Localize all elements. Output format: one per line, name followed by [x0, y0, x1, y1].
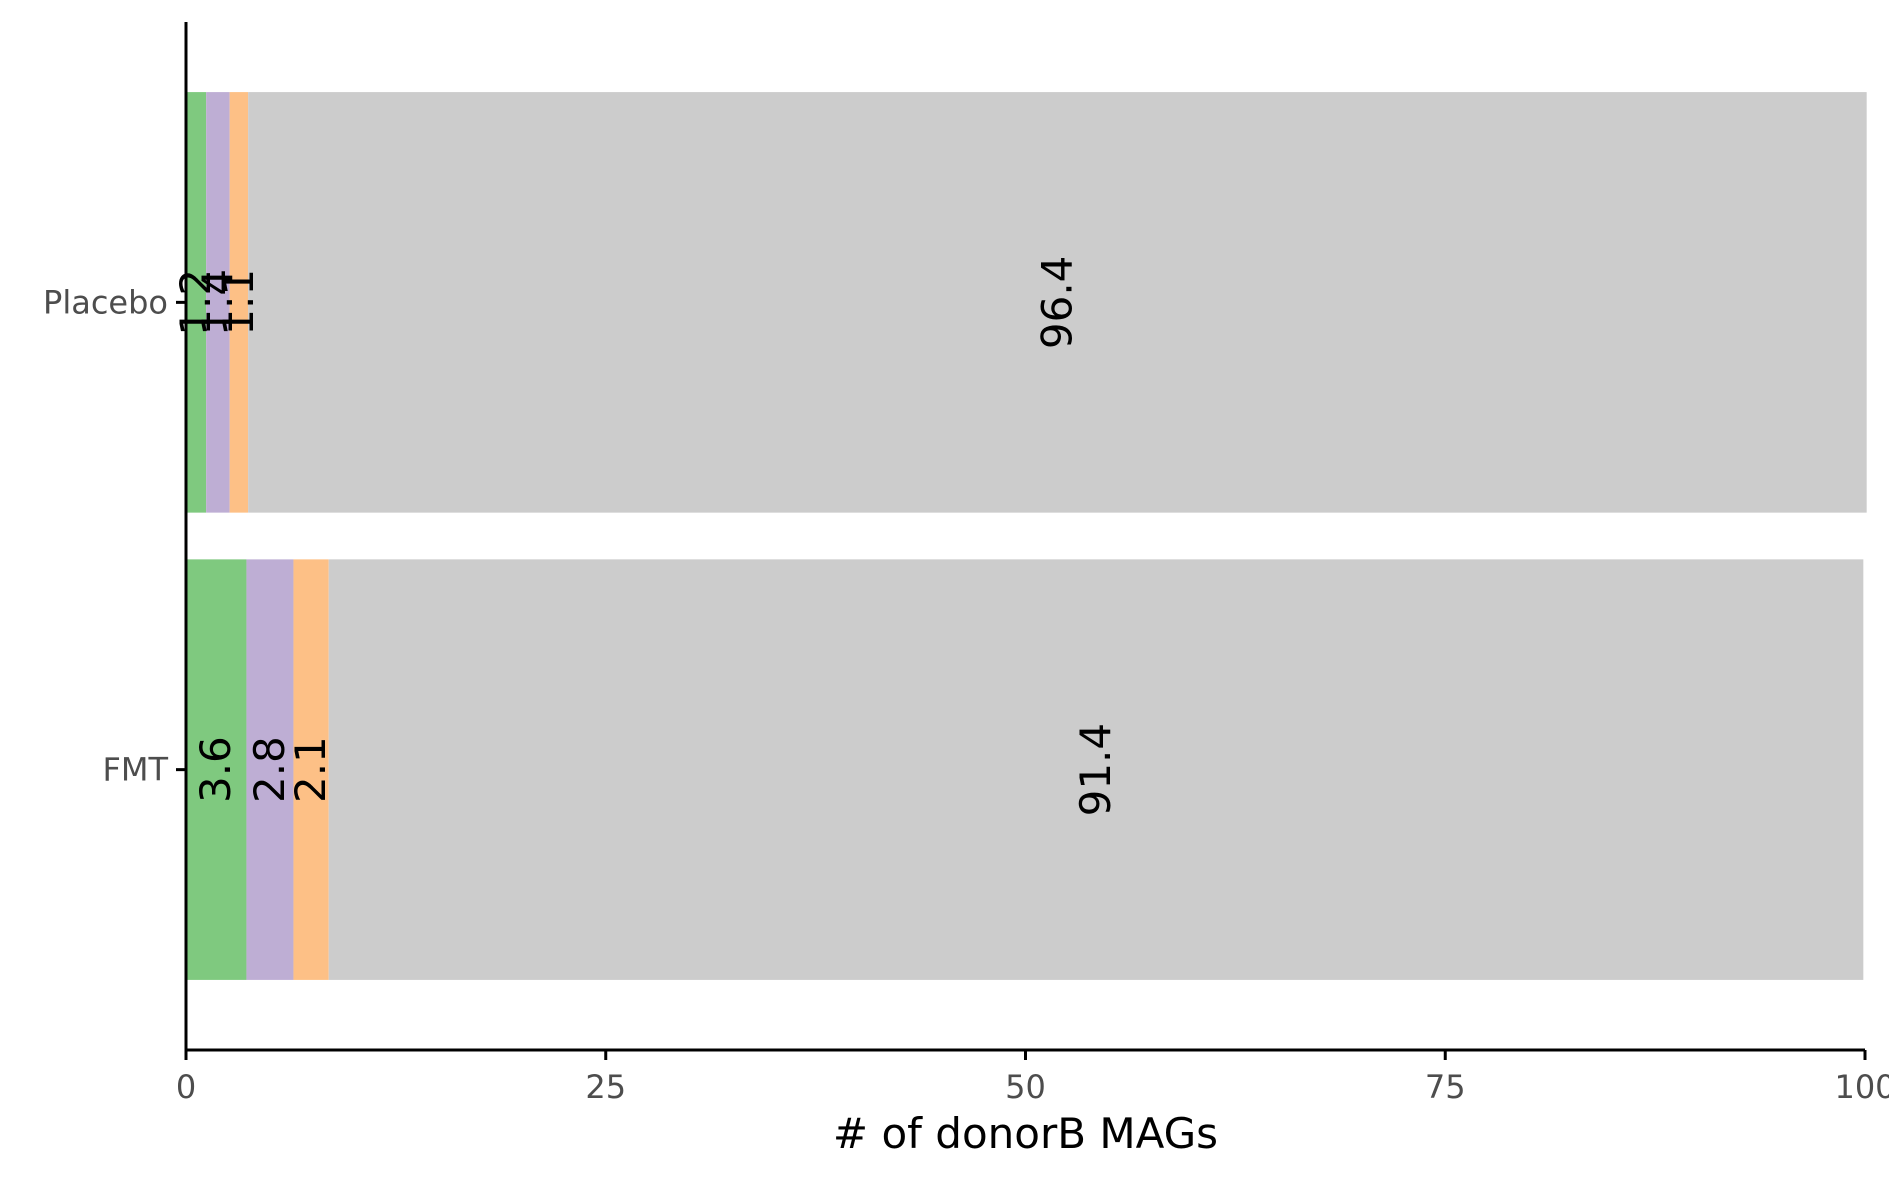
bar-segment-fmt-2	[246, 559, 294, 980]
bar-segment-placebo-4	[248, 92, 1867, 513]
bar-label-fmt-4: 91.4	[1071, 723, 1120, 817]
bar-label-fmt-3: 2.1	[286, 736, 335, 803]
bar-segment-fmt-3	[293, 559, 329, 980]
x-tick-label: 100	[1834, 1068, 1889, 1106]
bar-segment-fmt-1	[186, 559, 247, 980]
x-axis-ticks: 0 25 50 75 100	[176, 1050, 1889, 1106]
bar-label-fmt-1: 3.6	[191, 736, 240, 803]
x-axis-title: # of donorB MAGs	[833, 1109, 1218, 1158]
x-tick-label: 75	[1425, 1068, 1466, 1106]
bar-segment-placebo-1	[186, 92, 207, 513]
y-tick-label: FMT	[102, 751, 168, 789]
y-axis-ticks: Placebo FMT	[43, 283, 186, 789]
bar-label-fmt-2: 2.8	[245, 736, 294, 803]
bar-label-placebo-3: 1.1	[214, 269, 263, 336]
bar-segment-fmt-4	[328, 559, 1864, 980]
x-tick-label: 50	[1005, 1068, 1046, 1106]
bar-segment-placebo-2	[206, 92, 230, 513]
x-tick-label: 0	[176, 1068, 196, 1106]
x-tick-label: 25	[585, 1068, 626, 1106]
bar-segment-placebo-3	[229, 92, 249, 513]
y-tick-label: Placebo	[43, 283, 168, 321]
bars-layer	[186, 92, 1867, 980]
bar-labels-layer: 1.21.41.1 96.43.6 2.82.1 91.4	[171, 256, 1120, 817]
bar-label-placebo-2: 1.4	[193, 269, 242, 336]
bar-label-placebo-4: 96.4	[1032, 256, 1081, 350]
